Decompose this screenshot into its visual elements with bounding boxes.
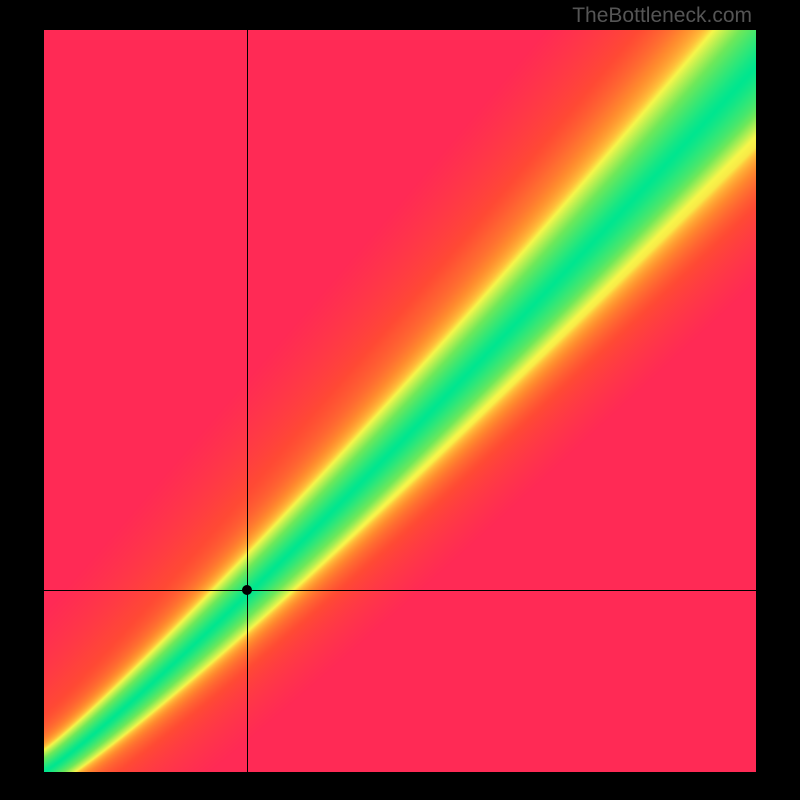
- heatmap-canvas: [44, 30, 756, 772]
- crosshair-vertical: [247, 30, 248, 772]
- selection-marker[interactable]: [242, 585, 252, 595]
- watermark-text: TheBottleneck.com: [572, 4, 752, 28]
- heatmap-plot: [44, 30, 756, 772]
- crosshair-horizontal: [44, 590, 756, 591]
